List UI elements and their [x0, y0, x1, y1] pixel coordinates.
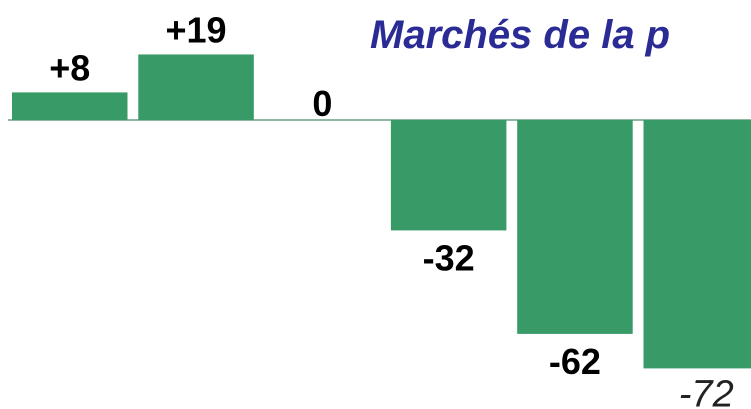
bar: [643, 120, 751, 369]
value-label: -72: [679, 373, 734, 409]
bar: [138, 54, 254, 121]
chart-title: Marchés de la p: [370, 13, 670, 57]
value-label: +8: [49, 47, 90, 88]
value-label: -62: [549, 341, 601, 382]
value-label: 0: [312, 83, 332, 124]
bar: [517, 120, 633, 334]
value-label: -32: [423, 237, 475, 278]
value-label: +19: [166, 9, 227, 50]
bar: [390, 120, 507, 231]
bar: [12, 92, 128, 120]
